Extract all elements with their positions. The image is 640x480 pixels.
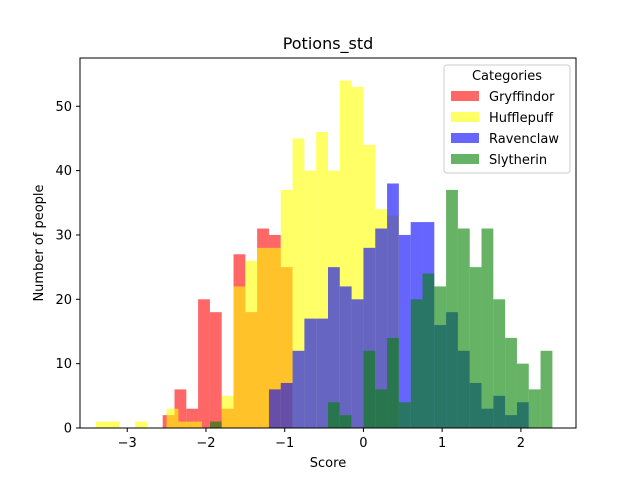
legend-swatch-hufflepuff xyxy=(451,112,479,122)
slytherin-bar-16 xyxy=(516,363,529,428)
y-tick-label: 10 xyxy=(55,357,72,372)
slytherin-bar-5 xyxy=(387,337,399,428)
hufflepuff-bar-5 xyxy=(190,421,203,428)
y-tick-label: 0 xyxy=(64,422,72,437)
legend-swatch-slytherin xyxy=(451,154,479,164)
slytherin-bar-11 xyxy=(457,228,470,428)
x-tick-label: −2 xyxy=(196,436,215,451)
hufflepuff-bar-6 xyxy=(221,395,234,428)
slytherin-bar-3 xyxy=(363,350,376,428)
hufflepuff-bar-10 xyxy=(268,247,281,428)
hufflepuff-bar-1 xyxy=(107,421,120,428)
slytherin-bar-17 xyxy=(528,389,541,428)
slytherin-bar-1 xyxy=(328,402,340,428)
ravenclaw-bar-6 xyxy=(339,286,352,428)
ravenclaw-bar-11 xyxy=(398,234,411,428)
hufflepuff-bar-16 xyxy=(339,80,352,429)
y-tick-label: 20 xyxy=(55,293,72,308)
chart-title: Potions_std xyxy=(283,34,374,54)
hufflepuff-bar-14 xyxy=(316,132,328,428)
x-tick-label: 2 xyxy=(517,436,525,451)
legend-label-slytherin: Slytherin xyxy=(489,153,547,168)
ravenclaw-bar-10 xyxy=(387,183,399,428)
hufflepuff-bar-7 xyxy=(233,286,246,428)
ravenclaw-bar-2 xyxy=(292,350,305,428)
hufflepuff-bar-11 xyxy=(280,189,293,428)
y-axis-ticks: 0 10 20 30 40 50 xyxy=(55,100,80,437)
hufflepuff-bar-9 xyxy=(257,247,269,428)
bars-layer xyxy=(95,80,553,429)
ravenclaw-bar-7 xyxy=(351,299,364,428)
hufflepuff-bar-8 xyxy=(245,260,258,428)
y-tick-label: 40 xyxy=(55,164,72,179)
hufflepuff-bar-0 xyxy=(95,421,108,428)
x-axis-label: Score xyxy=(310,456,346,471)
slytherin-bar-8 xyxy=(422,273,435,428)
gryffindor-bar-3 xyxy=(198,299,210,428)
x-tick-label: −1 xyxy=(275,436,294,451)
hufflepuff-bar-2 xyxy=(135,421,147,428)
y-axis-label: Number of people xyxy=(32,184,47,301)
gryffindor-bar-2 xyxy=(186,408,199,428)
legend-swatch-gryffindor xyxy=(451,91,479,101)
slytherin-bar-14 xyxy=(493,299,506,428)
slytherin-bar-13 xyxy=(481,228,494,428)
y-tick-label: 30 xyxy=(55,228,72,243)
ravenclaw-bar-4 xyxy=(316,318,328,428)
slytherin-bar-10 xyxy=(446,189,458,428)
slytherin-bar-4 xyxy=(375,389,388,428)
legend: Categories Gryffindor Hufflepuff Ravenclaw… xyxy=(443,64,571,174)
hufflepuff-bar-3 xyxy=(166,408,179,428)
slytherin-bar-2 xyxy=(339,415,352,428)
legend-label-hufflepuff: Hufflepuff xyxy=(489,111,554,126)
y-tick-label: 50 xyxy=(55,100,72,115)
slytherin-bar-12 xyxy=(469,267,482,428)
hufflepuff-bar-13 xyxy=(304,170,317,429)
legend-items: Gryffindor Hufflepuff Ravenclaw Slytherin xyxy=(451,90,559,168)
slytherin-bar-9 xyxy=(434,286,447,428)
legend-swatch-ravenclaw xyxy=(451,133,479,143)
ravenclaw-bar-3 xyxy=(304,318,317,428)
hufflepuff-bar-12 xyxy=(292,138,305,428)
x-tick-label: 1 xyxy=(438,436,446,451)
hufflepuff-bar-17 xyxy=(351,86,364,429)
slytherin-bar-7 xyxy=(410,299,423,428)
slytherin-bar-0 xyxy=(209,421,222,428)
slytherin-bar-15 xyxy=(505,337,517,428)
ravenclaw-bar-8 xyxy=(363,247,376,428)
legend-label-gryffindor: Gryffindor xyxy=(489,90,555,105)
legend-title: Categories xyxy=(472,69,542,84)
x-tick-label: 0 xyxy=(359,436,367,451)
ravenclaw-bar-0 xyxy=(268,389,281,428)
legend-label-ravenclaw: Ravenclaw xyxy=(489,132,559,147)
x-axis-ticks: −3 −2 −1 0 1 2 xyxy=(118,428,525,451)
gryffindor-bar-1 xyxy=(174,389,187,428)
x-tick-label: −3 xyxy=(118,436,137,451)
slytherin-bar-6 xyxy=(398,402,411,428)
ravenclaw-bar-1 xyxy=(280,382,293,428)
axes-frame xyxy=(79,57,577,429)
slytherin-bar-18 xyxy=(540,350,553,428)
ravenclaw-bar-5 xyxy=(328,267,340,428)
ravenclaw-bar-9 xyxy=(375,228,388,428)
gryffindor-bar-4 xyxy=(209,312,222,428)
hufflepuff-bar-4 xyxy=(178,421,191,428)
